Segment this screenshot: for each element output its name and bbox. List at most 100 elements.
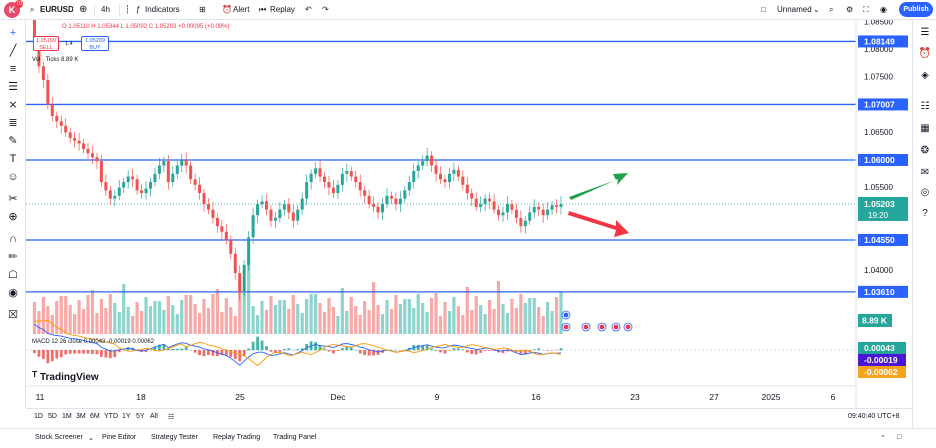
alert-button[interactable]: Alert <box>233 5 250 14</box>
layout-name-button[interactable]: Unnamed <box>777 5 812 14</box>
range-all[interactable]: All <box>150 413 158 420</box>
volume-bar <box>434 293 438 334</box>
tab-strategy-tester[interactable]: Strategy Tester <box>151 434 198 441</box>
clock-readout[interactable]: 09:40:40 UTC+8 <box>848 413 900 420</box>
time-axis[interactable]: 11 18 25 Dec 9 16 23 27 2025 6 <box>26 385 856 402</box>
settings-icon[interactable]: ⚙ <box>846 5 854 14</box>
range-1y[interactable]: 1Y <box>122 413 131 420</box>
annotation-arrows[interactable] <box>568 173 629 237</box>
sell-button[interactable]: 1.05199 SELL <box>33 36 59 51</box>
templates-icon[interactable]: ⊞ <box>199 5 206 14</box>
chevron-down-icon[interactable]: ⌄ <box>813 5 820 14</box>
alerts-icon[interactable]: ⏰ <box>918 48 932 59</box>
add-symbol-icon[interactable]: ⊕ <box>79 4 88 15</box>
tab-trading-panel[interactable]: Trading Panel <box>273 434 317 441</box>
level-price-badge[interactable] <box>858 154 908 166</box>
price-axis[interactable]: 1.085001.080001.075001.070001.065001.060… <box>855 20 912 408</box>
macd-value-badge[interactable] <box>858 342 906 354</box>
volume-legend[interactable]: Vol · Ticks 8.89 K <box>32 57 79 63</box>
range-1d[interactable]: 1D <box>34 413 43 420</box>
undo-icon[interactable]: ↶ <box>305 5 312 14</box>
buy-button[interactable]: 1.05209 BUY <box>81 36 109 51</box>
price-chart[interactable]: 1.085001.080001.075001.070001.065001.060… <box>26 20 912 408</box>
volume-bar <box>340 288 344 334</box>
replay-icon[interactable]: ⏮ <box>259 5 267 14</box>
hotlists-icon[interactable]: ☷ <box>920 101 930 112</box>
streams-icon[interactable]: ◎ <box>920 187 930 198</box>
emoji-icon[interactable]: ☺ <box>7 171 19 183</box>
chart-type-icon[interactable]: ┆ <box>125 5 130 14</box>
range-1m[interactable]: 1M <box>62 413 72 420</box>
zoom-in-icon[interactable]: ⊕ <box>8 211 18 223</box>
range-6m[interactable]: 6M <box>90 413 100 420</box>
interval-button[interactable]: 4h <box>101 5 110 14</box>
eye-icon[interactable]: ◉ <box>8 287 18 299</box>
trash-icon[interactable]: ☒ <box>8 309 18 321</box>
tab-stock-screener[interactable]: Stock Screener <box>35 434 83 441</box>
symbol-search-button[interactable]: EURUSD <box>40 5 74 14</box>
layers-icon[interactable]: ◈ <box>921 70 929 81</box>
candle-body <box>198 184 202 194</box>
economic-events[interactable] <box>561 310 633 332</box>
fib-retracement-icon[interactable]: ≡ <box>9 63 17 75</box>
level-price-badge[interactable] <box>858 35 908 48</box>
macd-histogram-bar <box>448 350 451 351</box>
volume-bar <box>95 313 99 334</box>
magnet-icon[interactable]: ∩ <box>9 233 17 245</box>
macd-value-badge[interactable] <box>858 354 906 366</box>
price-tick-label: 1.04000 <box>864 266 893 275</box>
watchlist-icon[interactable]: ☰ <box>920 27 930 38</box>
lock-icon[interactable]: ☖ <box>8 269 18 281</box>
range-3m[interactable]: 3M <box>76 413 86 420</box>
indicators-icon[interactable]: ƒ <box>136 5 141 14</box>
candle-body <box>470 193 474 199</box>
snapshot-icon[interactable]: ◉ <box>880 5 887 14</box>
fullscreen-icon[interactable]: ⛶ <box>863 5 869 14</box>
tab-pine-editor[interactable]: Pine Editor <box>102 434 137 441</box>
maximize-icon[interactable]: □ <box>897 434 902 441</box>
macd-histogram-bar <box>33 350 36 354</box>
level-price-badge[interactable] <box>858 285 908 298</box>
prediction-icon[interactable]: ≣ <box>8 117 18 129</box>
trend-line-icon[interactable]: ╱ <box>9 45 17 57</box>
notifications-icon[interactable]: ✉ <box>920 167 930 178</box>
ideas-icon[interactable]: ❂ <box>920 145 930 156</box>
redo-icon[interactable]: ↷ <box>322 5 329 14</box>
search-icon[interactable]: ⌕ <box>30 5 35 14</box>
horizontal-levels[interactable] <box>26 40 856 293</box>
range-5d[interactable]: 5D <box>48 413 57 420</box>
green-up-arrow[interactable] <box>569 173 628 200</box>
range-5y[interactable]: 5Y <box>136 413 145 420</box>
volume-bar <box>452 297 456 334</box>
layout-icon[interactable]: □ <box>761 5 766 14</box>
collapse-icon[interactable]: ⌃ <box>880 435 886 442</box>
pitchfork-icon[interactable]: ☰ <box>8 81 18 93</box>
replay-button[interactable]: Replay <box>270 5 295 14</box>
candle-body <box>389 195 393 199</box>
goto-date-icon[interactable]: ☷ <box>168 414 175 421</box>
indicators-button[interactable]: Indicators <box>145 5 180 14</box>
volume-bar <box>309 294 313 334</box>
stay-drawing-icon[interactable]: ✏ <box>8 251 18 263</box>
crosshair-icon[interactable]: + <box>9 27 17 39</box>
red-down-arrow[interactable] <box>568 211 629 237</box>
text-icon[interactable]: T <box>9 153 17 165</box>
calendar-icon[interactable]: ▦ <box>920 123 930 134</box>
publish-button[interactable]: Publish <box>899 2 933 17</box>
macd-value-badge[interactable] <box>858 366 906 378</box>
last-price-badge[interactable] <box>858 196 908 221</box>
level-price-badge[interactable] <box>858 234 908 246</box>
tab-replay-trading[interactable]: Replay Trading <box>213 434 261 441</box>
macd-legend[interactable]: MACD 12 26 close 0.00043 -0.00019 0.0006… <box>32 339 155 345</box>
alert-icon[interactable]: ⏰ <box>222 5 232 14</box>
pattern-icon[interactable]: ⨯ <box>8 99 18 111</box>
help-icon[interactable]: ? <box>922 208 928 219</box>
range-ytd[interactable]: YTD <box>104 413 118 420</box>
level-price-badge[interactable] <box>858 98 908 111</box>
chevron-down-icon[interactable]: ⌄ <box>88 435 94 442</box>
brush-icon[interactable]: ✎ <box>8 135 18 147</box>
ruler-icon[interactable]: ✂ <box>8 193 18 205</box>
volume-badge[interactable] <box>858 314 892 327</box>
macd-histogram-bar <box>318 345 322 351</box>
quick-search-icon[interactable]: ⌕ <box>829 5 834 14</box>
